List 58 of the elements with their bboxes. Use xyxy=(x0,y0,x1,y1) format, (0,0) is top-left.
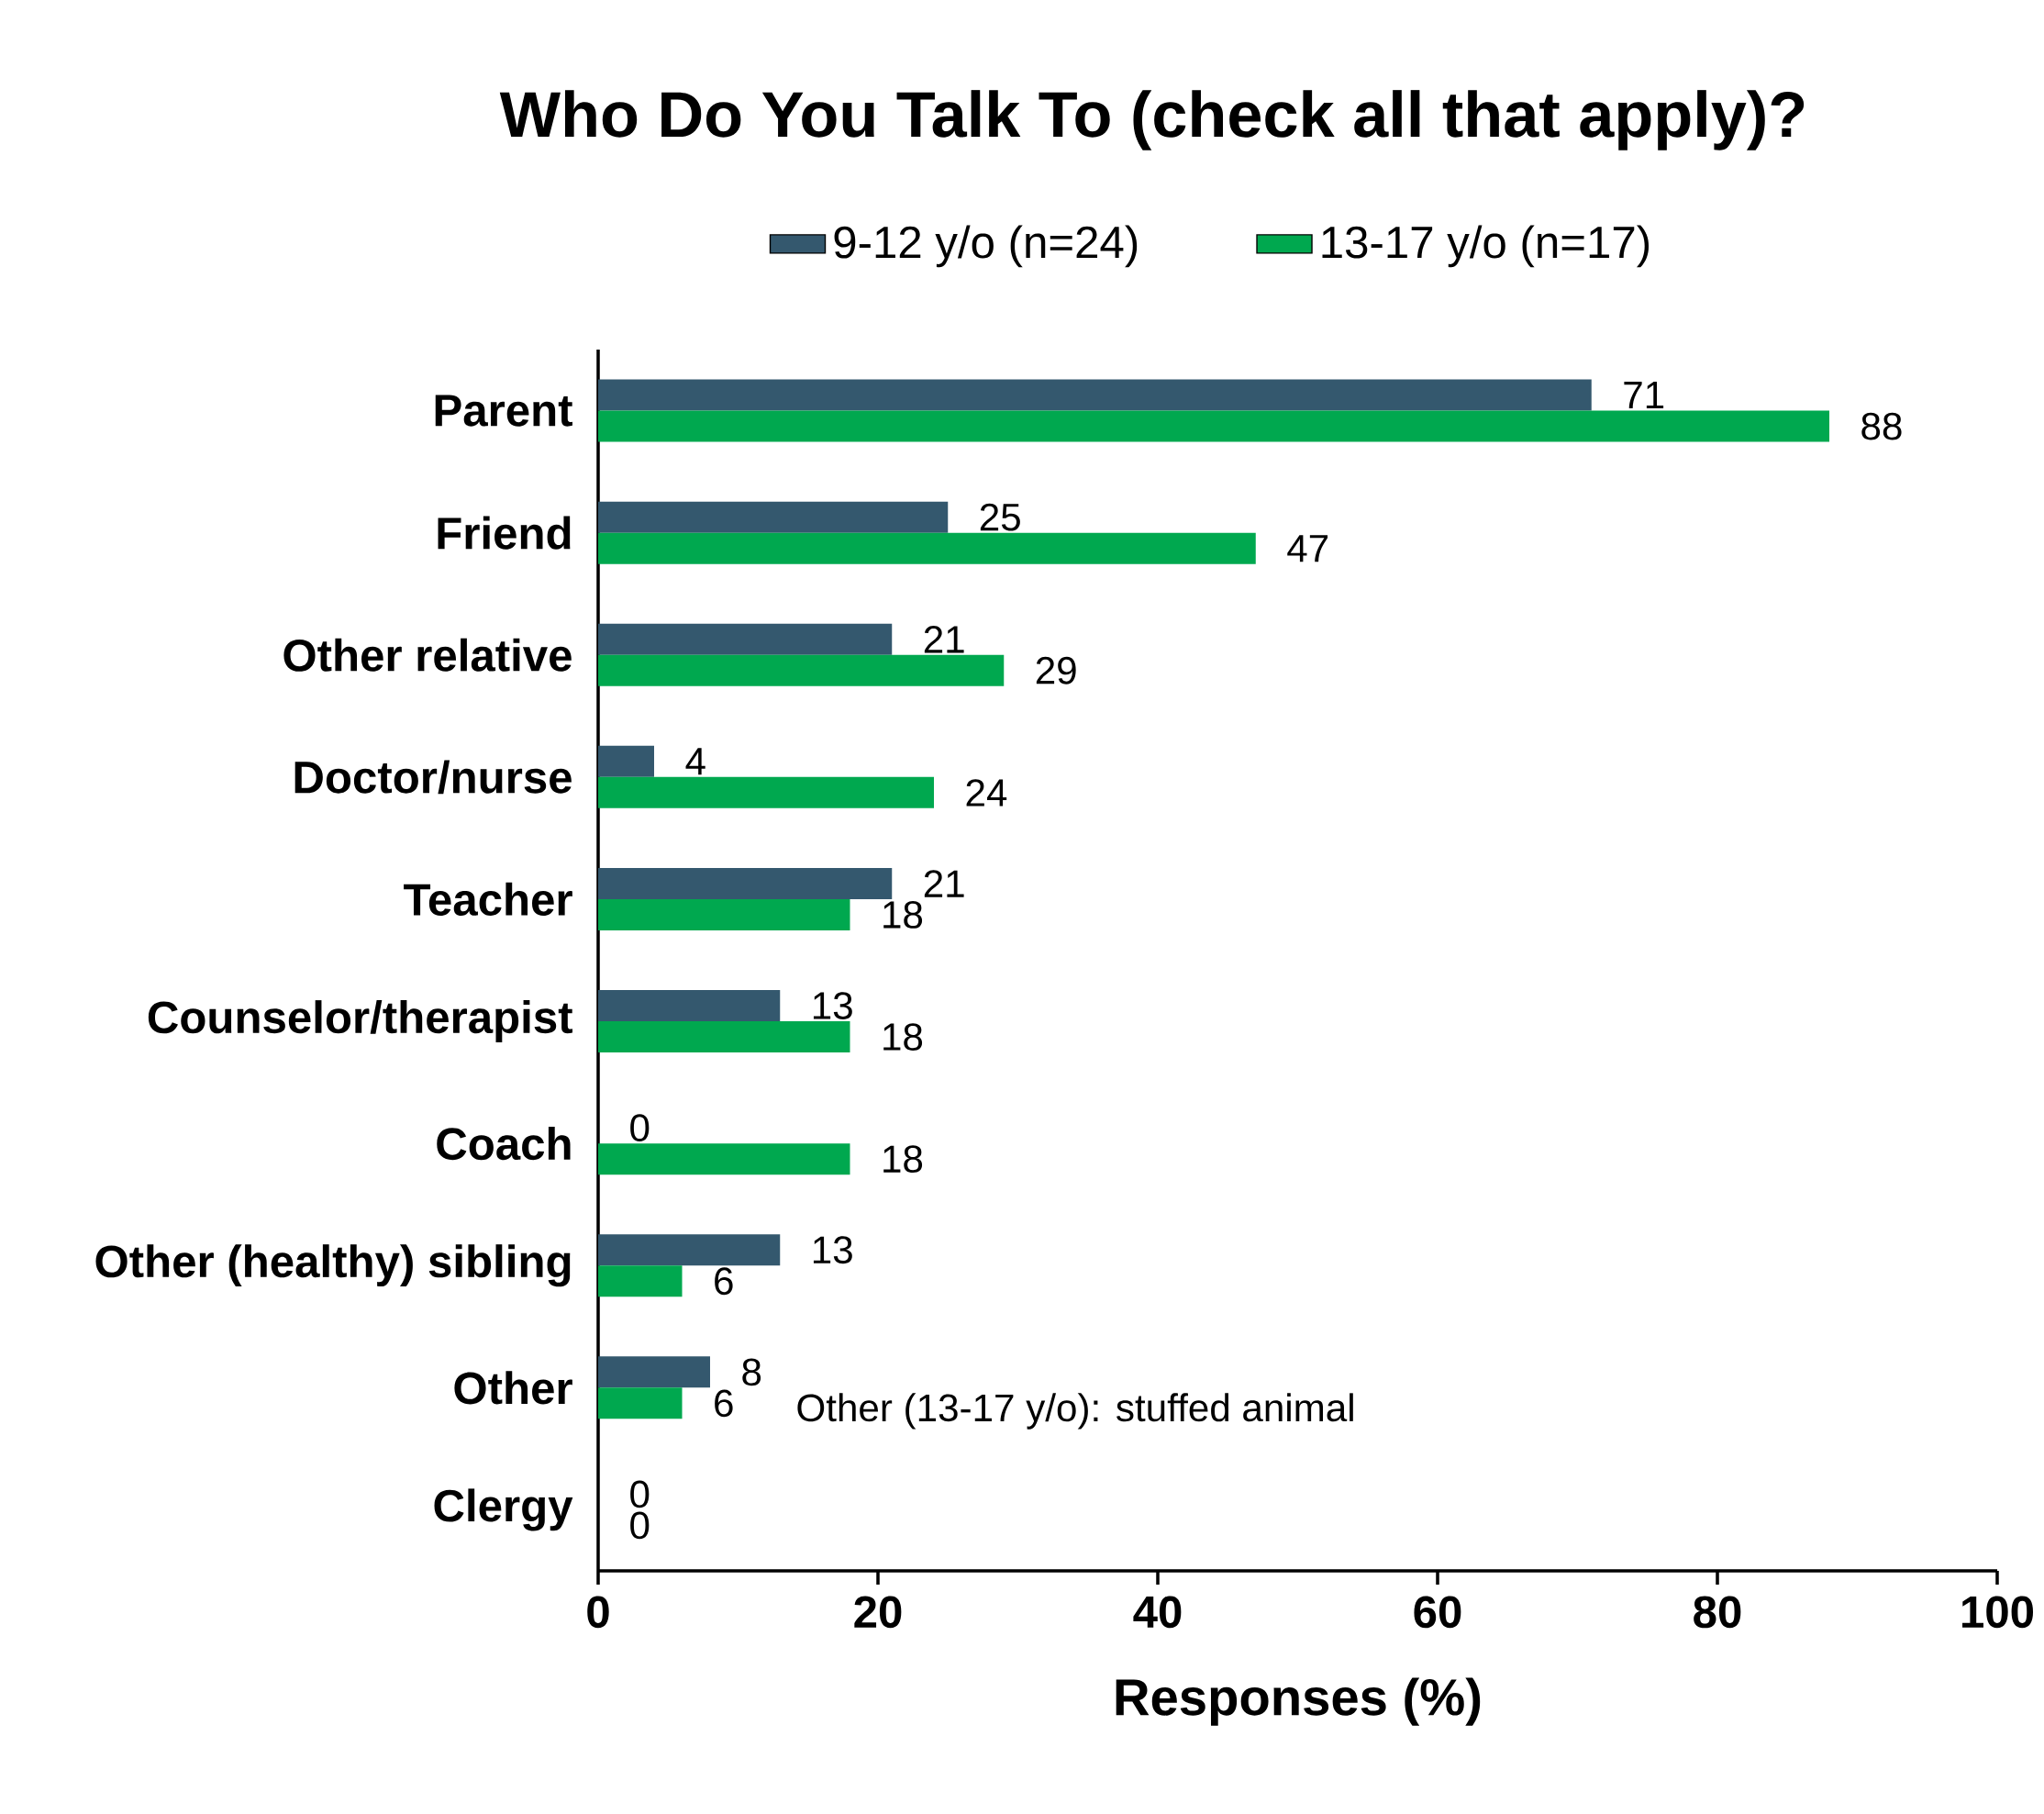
chart-title: Who Do You Talk To (check all that apply)? xyxy=(499,90,1805,150)
bar xyxy=(598,501,949,533)
legend-label: 13-17 y/o (n=17) xyxy=(1322,225,1650,268)
y-tick-label: Other (healthy) sibling xyxy=(95,1244,571,1287)
y-tick-label: Doctor/nurse xyxy=(294,760,572,795)
bar xyxy=(598,1265,683,1297)
legend-label: 9-12 y/o (n=24) xyxy=(834,225,1138,268)
bar xyxy=(598,990,781,1022)
bar xyxy=(598,1143,850,1175)
data-label: 21 xyxy=(924,870,964,897)
data-label: 0 xyxy=(630,1480,650,1508)
data-label: 18 xyxy=(883,901,923,929)
y-tick-label: Parent xyxy=(435,395,572,427)
data-label: 71 xyxy=(1624,382,1664,409)
y-tick-label: Friend xyxy=(438,516,571,550)
bar xyxy=(598,532,1256,564)
x-tick-label: 20 xyxy=(854,1596,902,1629)
data-label: 8 xyxy=(742,1358,761,1386)
data-label: 25 xyxy=(980,503,1020,531)
bar xyxy=(598,1021,850,1053)
bar xyxy=(598,898,850,930)
y-tick-label: Teacher xyxy=(404,882,572,917)
data-label: 47 xyxy=(1287,535,1328,562)
data-label: 88 xyxy=(1861,412,1902,440)
data-label: 24 xyxy=(966,779,1007,807)
data-label: 0 xyxy=(630,1511,650,1540)
x-tick-label: 60 xyxy=(1414,1596,1461,1629)
y-tick-label: Other relative xyxy=(283,638,572,672)
x-tick-label: 40 xyxy=(1133,1596,1182,1629)
data-label: 13 xyxy=(813,992,852,1019)
bar xyxy=(598,1234,781,1266)
bar xyxy=(598,654,1005,686)
data-label: 13 xyxy=(813,1236,852,1264)
bar xyxy=(598,776,934,808)
data-label: 6 xyxy=(715,1389,733,1418)
bar xyxy=(598,745,654,777)
bar xyxy=(598,379,1592,411)
y-tick-label: Counselor/therapist xyxy=(148,1000,572,1042)
data-label: 4 xyxy=(685,748,705,775)
x-tick-label: 80 xyxy=(1694,1596,1741,1629)
bar xyxy=(598,1387,683,1419)
y-tick-label: Other xyxy=(454,1371,572,1405)
data-label: 18 xyxy=(883,1145,923,1174)
bar xyxy=(598,410,1830,442)
data-label: 0 xyxy=(630,1114,650,1142)
x-tick-label: 100 xyxy=(1962,1596,2034,1629)
data-label: 21 xyxy=(924,626,964,653)
bar xyxy=(598,867,893,899)
bar xyxy=(598,1356,710,1388)
y-tick-label: Clergy xyxy=(434,1488,573,1531)
annotation: Other (13-17 y/o): stuffed animal xyxy=(797,1393,1353,1430)
y-tick-label: Coach xyxy=(437,1127,571,1161)
data-label: 6 xyxy=(715,1267,733,1296)
x-tick-label: 0 xyxy=(587,1596,609,1629)
bar xyxy=(598,623,893,655)
x-axis-title: Responses (%) xyxy=(1116,1677,1481,1726)
data-label: 18 xyxy=(883,1023,923,1051)
data-label: 29 xyxy=(1036,656,1076,684)
